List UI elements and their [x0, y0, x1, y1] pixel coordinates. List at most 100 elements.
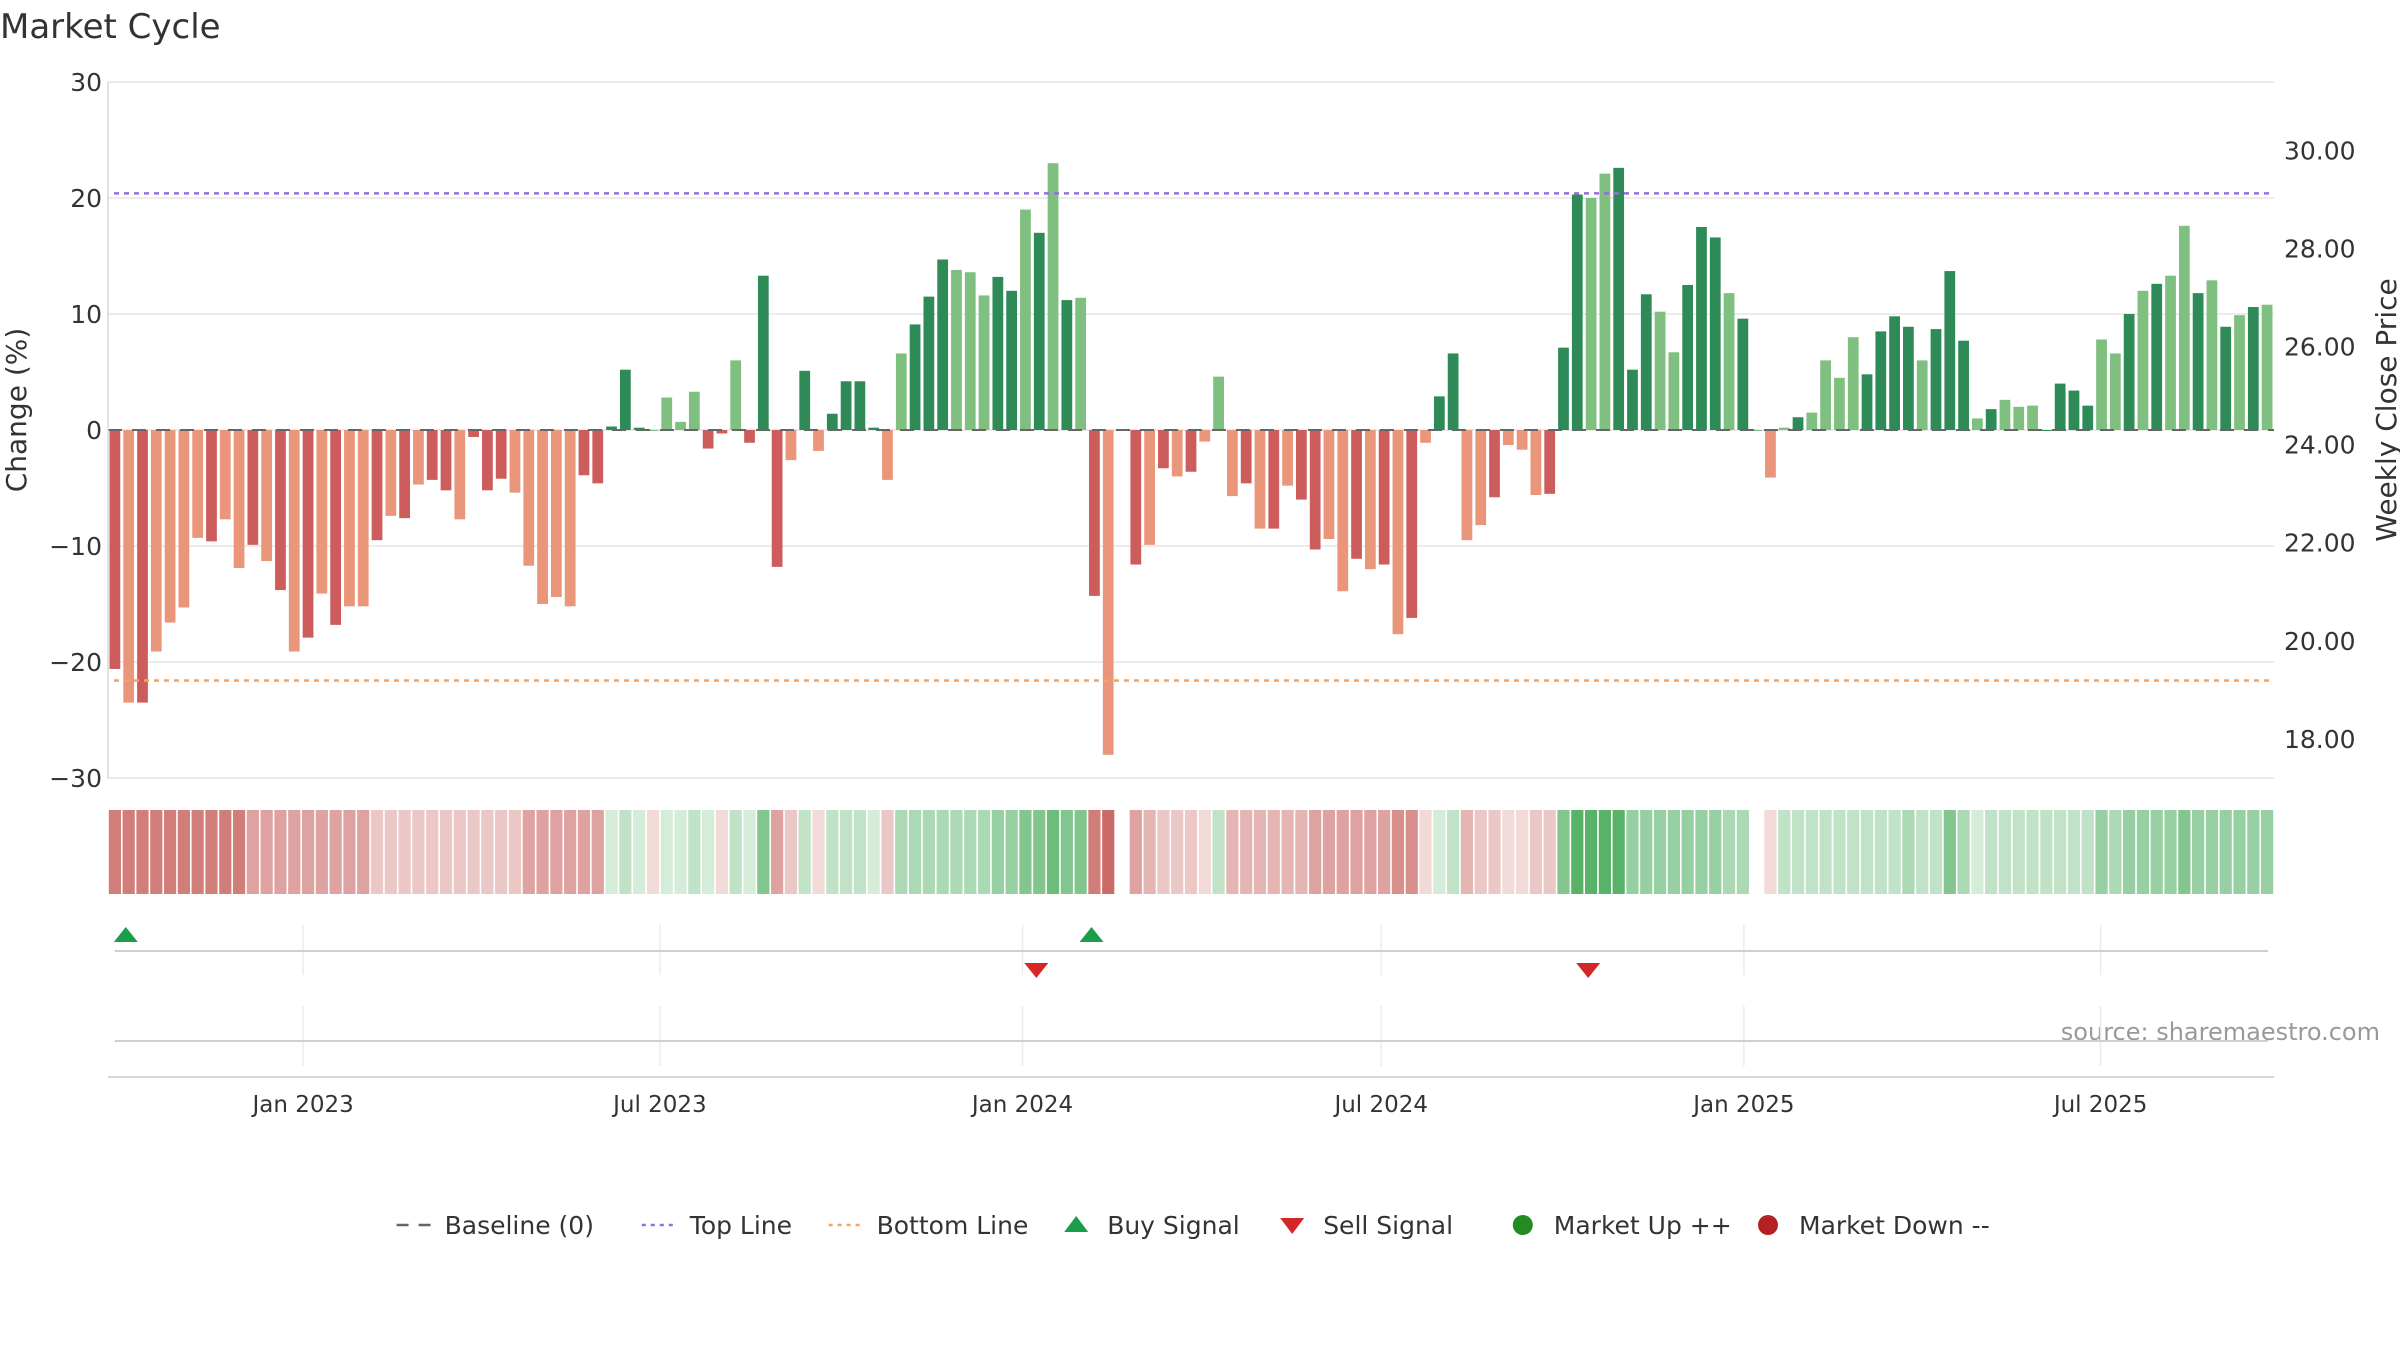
change-bar — [2068, 390, 2080, 430]
change-bar — [1847, 337, 1859, 430]
regime-cell — [605, 810, 618, 894]
regime-cell — [2261, 810, 2274, 894]
change-bar — [1130, 430, 1142, 565]
regime-cell — [1143, 810, 1156, 894]
sell-signal-marker — [1576, 963, 1601, 978]
change-bar — [2165, 275, 2176, 430]
regime-cell — [936, 810, 949, 894]
y2-tick-label: 28.00 — [2284, 235, 2356, 264]
regime-cell — [564, 810, 577, 894]
change-bar — [206, 430, 217, 542]
change-bar — [219, 430, 231, 520]
regime-cell — [1640, 810, 1653, 894]
change-bar — [495, 430, 507, 479]
change-bar — [1268, 430, 1280, 529]
regime-cell — [702, 810, 715, 894]
regime-cell — [1350, 810, 1363, 894]
y-tick-label: 0 — [86, 416, 102, 445]
change-bar — [1089, 430, 1100, 596]
regime-cell — [2081, 810, 2094, 894]
change-bars — [109, 163, 2273, 755]
x-tick-label: Jan 2024 — [970, 1092, 1073, 1118]
y2-tick-label: 20.00 — [2284, 627, 2356, 656]
change-bar — [330, 430, 342, 625]
change-bar — [592, 430, 604, 484]
x-tick-label: Jan 2023 — [251, 1092, 354, 1118]
change-bar — [275, 430, 286, 591]
regime-cell — [1019, 810, 1032, 894]
regime-cell — [384, 810, 397, 894]
regime-cell — [991, 810, 1004, 894]
change-bar — [2123, 314, 2135, 430]
change-bar — [1475, 430, 1487, 526]
change-bar — [564, 430, 576, 607]
change-bar — [413, 430, 424, 485]
regime-cell — [1874, 810, 1887, 894]
regime-cell — [370, 810, 384, 894]
change-bar — [1985, 409, 1997, 430]
regime-cell — [1653, 810, 1667, 894]
regime-cell — [812, 810, 825, 894]
regime-cell — [1516, 810, 1529, 894]
y-tick-label: −10 — [49, 532, 102, 561]
regime-cell — [1364, 810, 1377, 894]
change-bar — [757, 275, 769, 430]
regime-cell — [1378, 810, 1391, 894]
change-bar — [799, 370, 811, 430]
regime-cell — [688, 810, 701, 894]
change-bar — [1723, 293, 1735, 430]
change-bar — [1309, 430, 1321, 550]
change-bar — [675, 421, 686, 430]
change-bar — [702, 430, 714, 449]
change-bar — [1282, 430, 1293, 486]
change-bar — [978, 295, 990, 430]
change-bar — [150, 430, 162, 652]
change-bar — [992, 276, 1004, 430]
change-bar — [1751, 430, 1763, 431]
regime-cell — [1309, 810, 1322, 894]
change-bar — [2109, 353, 2121, 430]
change-bar — [2178, 225, 2190, 430]
regime-cell — [1184, 810, 1198, 894]
change-bar — [937, 259, 949, 430]
regime-cell — [1447, 810, 1460, 894]
regime-cell — [205, 810, 218, 894]
change-bar — [1778, 427, 1790, 430]
regime-cell — [260, 810, 273, 894]
regime-cell — [246, 810, 259, 894]
regime-cell — [1060, 810, 1073, 894]
regime-cell — [1240, 810, 1253, 894]
regime-cell — [1005, 810, 1018, 894]
change-bar — [1585, 198, 1597, 430]
regime-cell — [343, 810, 356, 894]
legend-label: Top Line — [689, 1211, 792, 1240]
change-bar — [1185, 430, 1197, 472]
change-bar — [482, 430, 493, 491]
change-bar — [1930, 329, 1942, 430]
regime-cell — [1212, 810, 1225, 894]
change-bar — [951, 269, 962, 430]
y-tick-label: 30 — [70, 68, 102, 97]
legend: Baseline (0) Top Line Bottom Line Buy Signa… — [396, 1211, 1990, 1240]
change-bar — [1392, 430, 1404, 635]
regime-cell — [163, 810, 177, 894]
change-bar — [661, 397, 673, 430]
regime-cell — [784, 810, 798, 894]
change-bar — [123, 430, 135, 703]
y2-tick-label: 18.00 — [2284, 725, 2356, 754]
regime-cell — [122, 810, 135, 894]
change-bar — [1433, 396, 1445, 430]
change-bar — [2234, 315, 2245, 430]
regime-cell — [1129, 810, 1142, 894]
change-bar — [302, 430, 314, 638]
regime-cell — [2067, 810, 2081, 894]
regime-cell — [1253, 810, 1267, 894]
change-bar — [1102, 430, 1114, 755]
change-bar — [468, 430, 479, 437]
change-bar — [1944, 271, 1956, 430]
change-bar — [606, 426, 617, 430]
regime-cell — [1695, 810, 1708, 894]
change-bar — [2137, 290, 2149, 430]
change-bar — [1213, 376, 1224, 430]
regime-cell — [881, 810, 894, 894]
